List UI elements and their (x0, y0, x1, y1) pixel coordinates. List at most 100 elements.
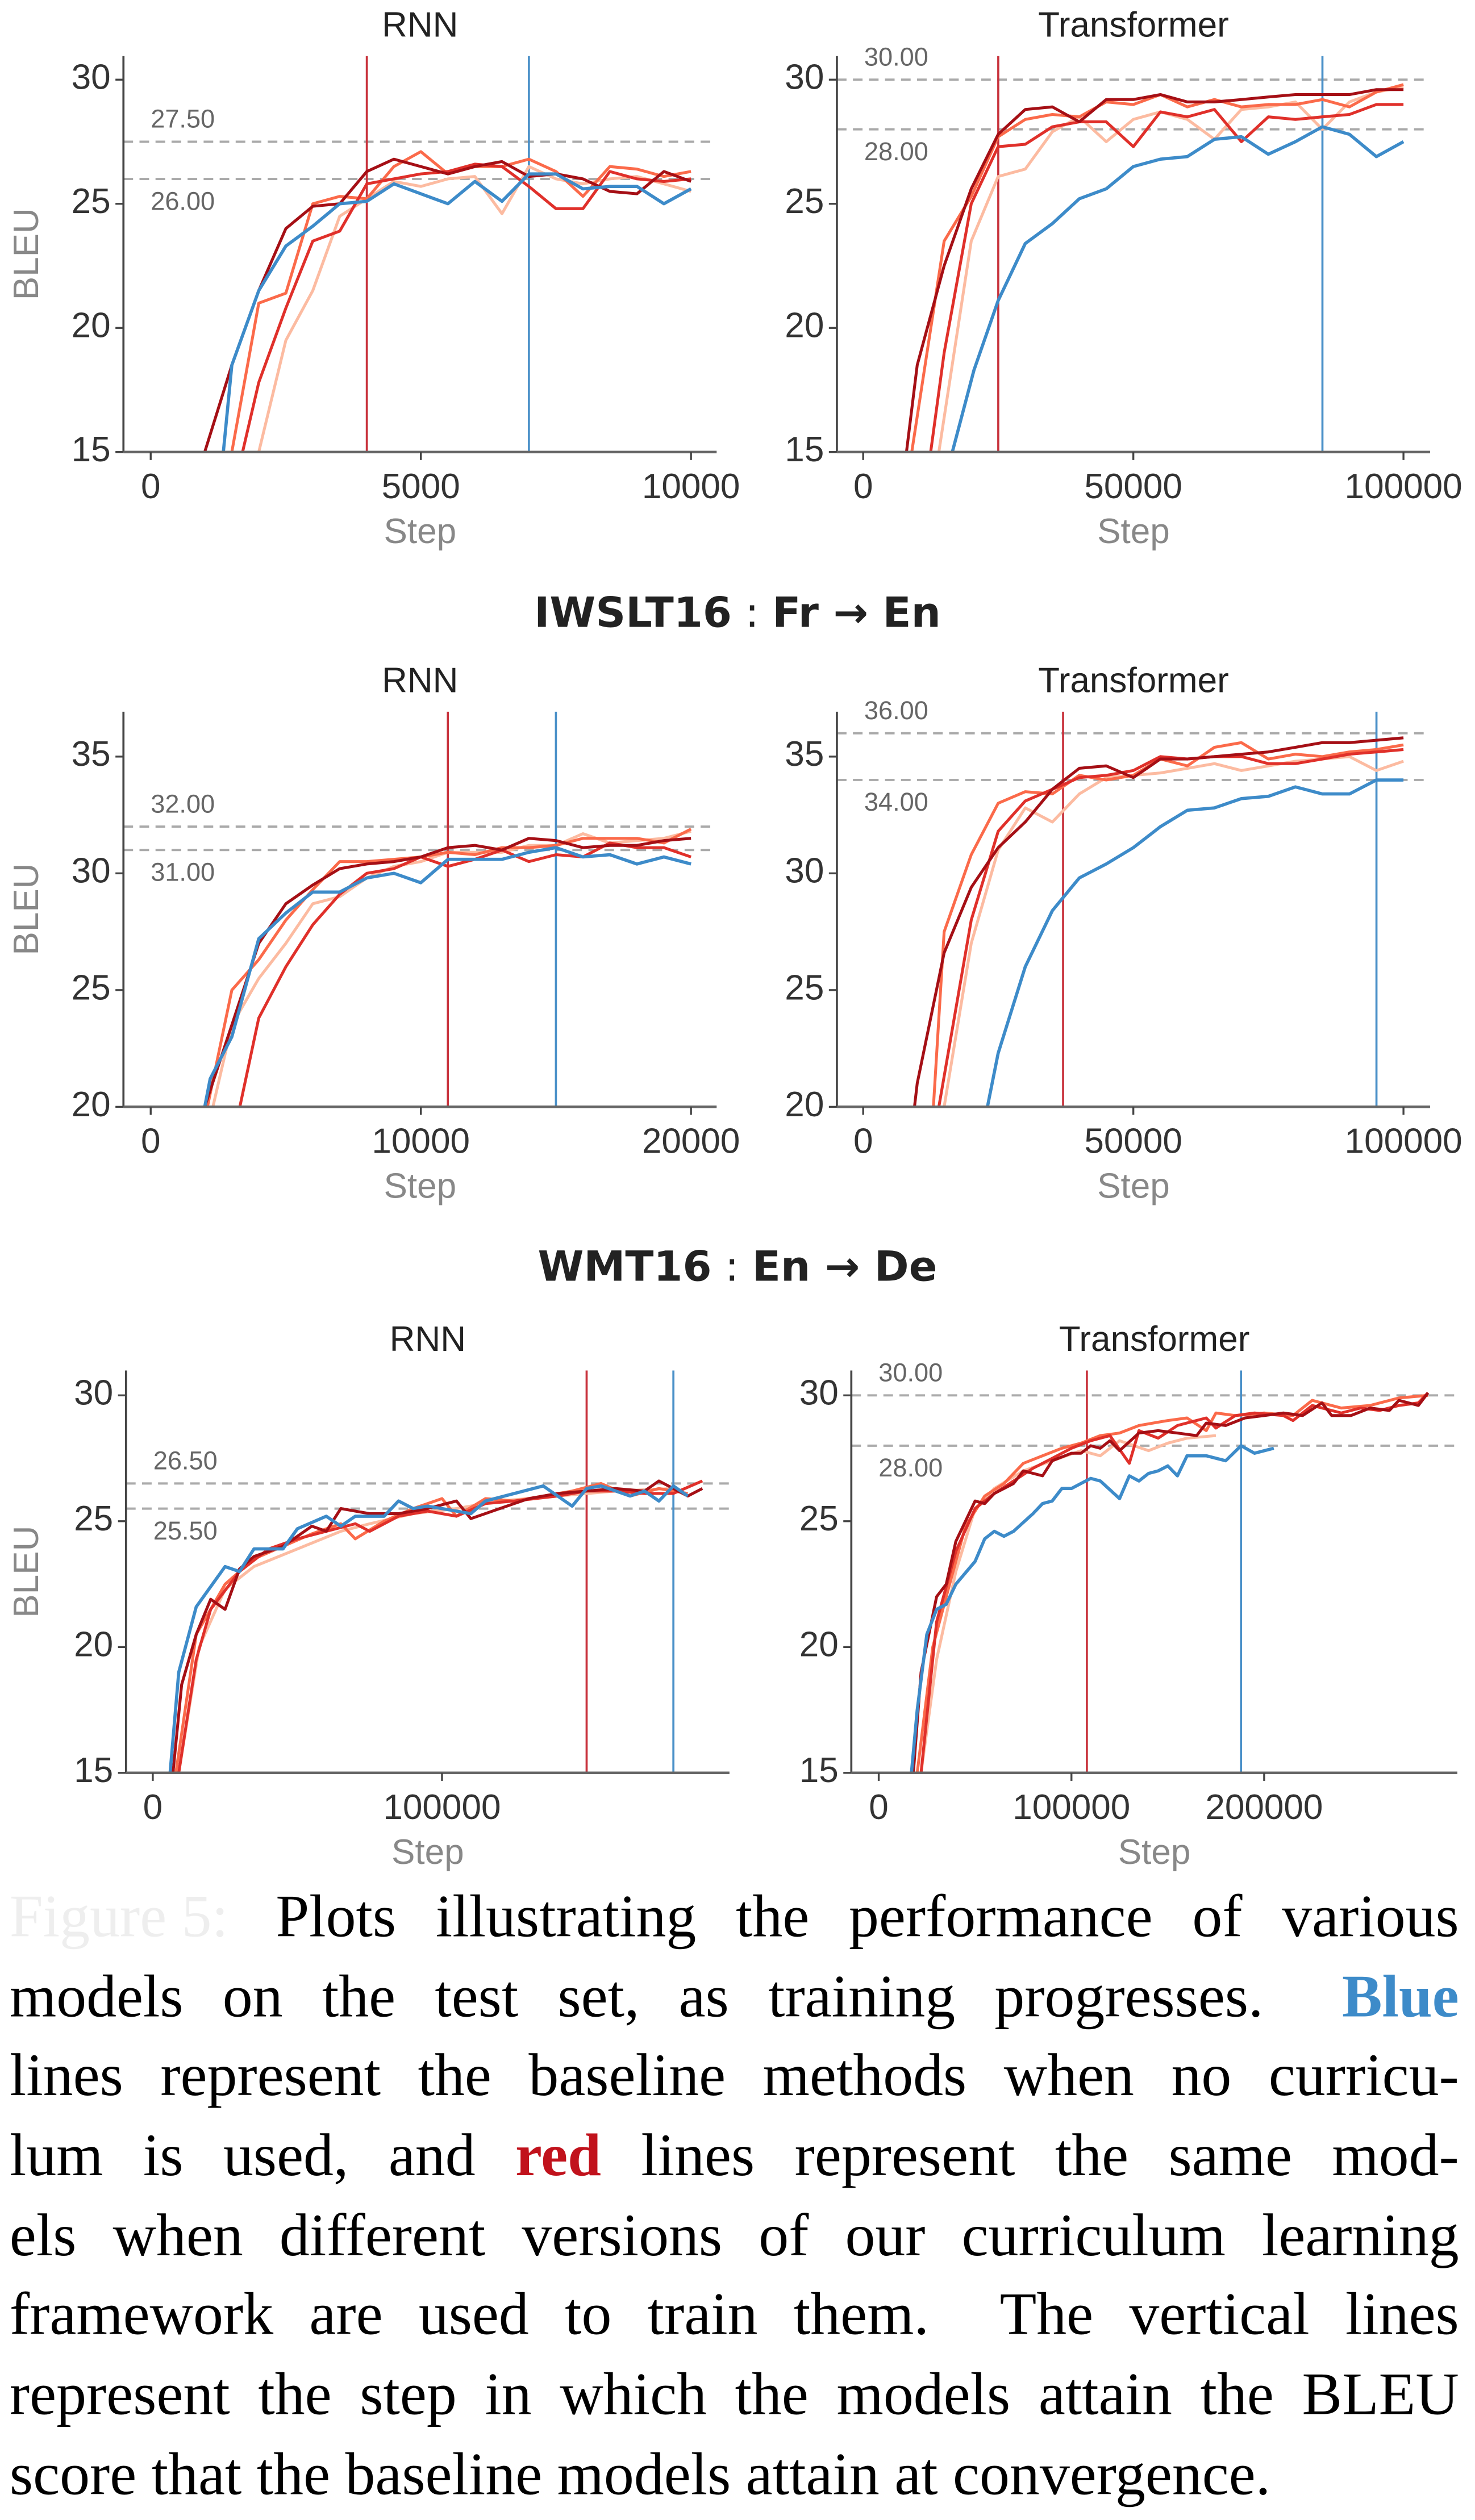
x-axis-label: Step (1097, 1167, 1170, 1206)
series-line-baseline (910, 1444, 1274, 1773)
x-tick-label: 5000 (382, 467, 460, 506)
series-line-curriculum-1 (915, 1393, 1428, 1773)
y-axis-label: BLEU (7, 1526, 46, 1618)
y-tick-label: 20 (799, 1625, 839, 1664)
chart-title: Transformer (1059, 1320, 1250, 1359)
reference-line-label: 26.00 (151, 186, 215, 215)
heading-dataset: WMT16 (538, 1244, 712, 1292)
y-tick-label: 25 (72, 968, 111, 1007)
chart-title: RNN (382, 5, 458, 44)
chart-panel-transformer-1: Transformer 30.00 28.00 15 20 25 30 0 50000 10000… (785, 5, 1462, 551)
heading-separator: : (711, 1244, 752, 1292)
reference-line-label: 28.00 (864, 137, 928, 166)
heading-language-pair: Fr → En (772, 590, 941, 639)
x-tick-label: 100000 (1013, 1788, 1130, 1827)
y-tick-label: 25 (72, 182, 111, 221)
y-tick-label: 25 (74, 1499, 113, 1538)
series-line-curriculum-1 (206, 828, 692, 1107)
x-axis-label: Step (384, 1167, 456, 1206)
chart-title: RNN (382, 661, 458, 700)
series-line-curriculum-3 (913, 736, 1404, 1107)
caption-line: score that the baseline models attain at… (10, 2436, 1459, 2515)
y-tick-label: 25 (785, 968, 824, 1007)
x-tick-label: 10000 (372, 1122, 470, 1161)
reference-line-label: 36.00 (864, 696, 928, 725)
figure-label: Figure 5: (9, 1885, 228, 1951)
series-line-curriculum-2 (177, 1479, 703, 1773)
series-line-curriculum-0 (257, 165, 691, 452)
x-tick-label: 10000 (642, 467, 740, 506)
reference-line-label: 30.00 (864, 42, 928, 71)
x-tick-label: 0 (869, 1788, 889, 1827)
x-axis-label: Step (384, 512, 456, 551)
reference-line-label: 34.00 (864, 787, 928, 816)
chart-panel-transformer-5: Transformer 30.00 28.00 15 20 25 30 0 100000 2000… (799, 1320, 1457, 1872)
chart-panel-transformer-3: Transformer 36.00 34.00 20 25 30 35 0 50000 10000… (785, 661, 1462, 1205)
series-line-curriculum-0 (937, 85, 1404, 452)
x-tick-label: 0 (141, 467, 161, 506)
caption-text: score that the baseline models attain at… (9, 2442, 1271, 2509)
y-axis-label: BLEU (7, 863, 46, 956)
caption-text: els when different versions of our curri… (9, 2204, 1459, 2269)
caption-red-keyword: red (515, 2123, 601, 2190)
caption-line: lum is used, and red lines represent the… (10, 2118, 1459, 2197)
section-heading-iwslt16: IWSLT16 : Fr → En (0, 589, 1475, 640)
y-tick-label: 30 (785, 852, 824, 891)
heading-dataset: IWSLT16 (534, 590, 732, 639)
caption-line: Plots illustrating the performance of va… (10, 1879, 1459, 1958)
y-axis-label: BLEU (7, 208, 46, 300)
x-tick-label: 0 (853, 467, 873, 506)
series-line-curriculum-3 (905, 88, 1404, 452)
x-axis-label: Step (1118, 1833, 1191, 1872)
x-axis-label: Step (391, 1833, 464, 1872)
y-tick-label: 15 (74, 1751, 113, 1790)
series-line-curriculum-3 (911, 1392, 1430, 1773)
section-heading-wmt16: WMT16 : En → De (0, 1242, 1475, 1294)
chart-title: Transformer (1038, 661, 1229, 700)
chart-panel-rnn-2: RNN 32.00 31.00 20 25 30 35 0 10000 20000 Step BLEU (7, 661, 740, 1205)
x-tick-label: 100000 (383, 1788, 501, 1827)
series-line-baseline (986, 778, 1404, 1107)
caption-text: framework are used to train them. The ve… (9, 2283, 1459, 2350)
y-tick-label: 35 (72, 735, 111, 774)
series-line-curriculum-1 (174, 1482, 688, 1773)
caption-text: lum is used, and (9, 2123, 516, 2190)
reference-line-label: 32.00 (151, 789, 215, 818)
series-line-baseline (222, 172, 692, 452)
caption-line: models on the test set, as training prog… (10, 1958, 1459, 2038)
x-tick-label: 0 (143, 1788, 163, 1827)
series-line-curriculum-1 (910, 83, 1404, 452)
y-tick-label: 30 (785, 58, 824, 97)
chart-panel-rnn-0: RNN 27.50 26.00 15 20 25 30 0 5000 10000 Step BLEU (7, 5, 740, 551)
y-tick-label: 20 (72, 306, 111, 345)
y-tick-label: 15 (785, 430, 824, 469)
figure-caption: Figure 5: Plots illustrating the perform… (10, 1879, 1459, 2516)
series-line-curriculum-1 (932, 741, 1404, 1107)
y-tick-label: 30 (72, 58, 111, 97)
series-line-curriculum-0 (177, 1487, 674, 1773)
y-tick-label: 20 (785, 1085, 824, 1124)
chart-title: Transformer (1038, 5, 1229, 44)
x-tick-label: 100000 (1345, 1122, 1463, 1161)
reference-line-label: 28.00 (878, 1453, 943, 1482)
series-line-curriculum-2 (929, 103, 1404, 452)
series-line-curriculum-2 (241, 162, 691, 452)
x-tick-label: 100000 (1345, 467, 1463, 506)
series-line-curriculum-2 (238, 841, 691, 1107)
reference-line-label: 27.50 (151, 105, 215, 133)
caption-blue-keyword: Blue (1341, 1964, 1459, 2031)
x-tick-label: 200000 (1205, 1788, 1323, 1827)
x-tick-label: 20000 (642, 1122, 740, 1161)
x-tick-label: 0 (853, 1122, 873, 1161)
y-tick-label: 20 (74, 1625, 113, 1664)
series-line-curriculum-0 (919, 1434, 1216, 1773)
reference-line-label: 31.00 (151, 858, 215, 887)
series-line-curriculum-0 (943, 755, 1404, 1107)
chart-panel-rnn-4: RNN 26.50 25.50 15 20 25 30 0 100000 Step BLEU (7, 1320, 730, 1872)
series-line-baseline (168, 1484, 689, 1773)
series-line-curriculum-2 (919, 1392, 1430, 1773)
caption-text: lines represent the same mod- (601, 2123, 1459, 2190)
chart-grid: RNN 27.50 26.00 15 20 25 30 0 5000 10000 Step BLEU T… (7, 5, 1462, 1872)
reference-line-label: 30.00 (878, 1358, 943, 1387)
